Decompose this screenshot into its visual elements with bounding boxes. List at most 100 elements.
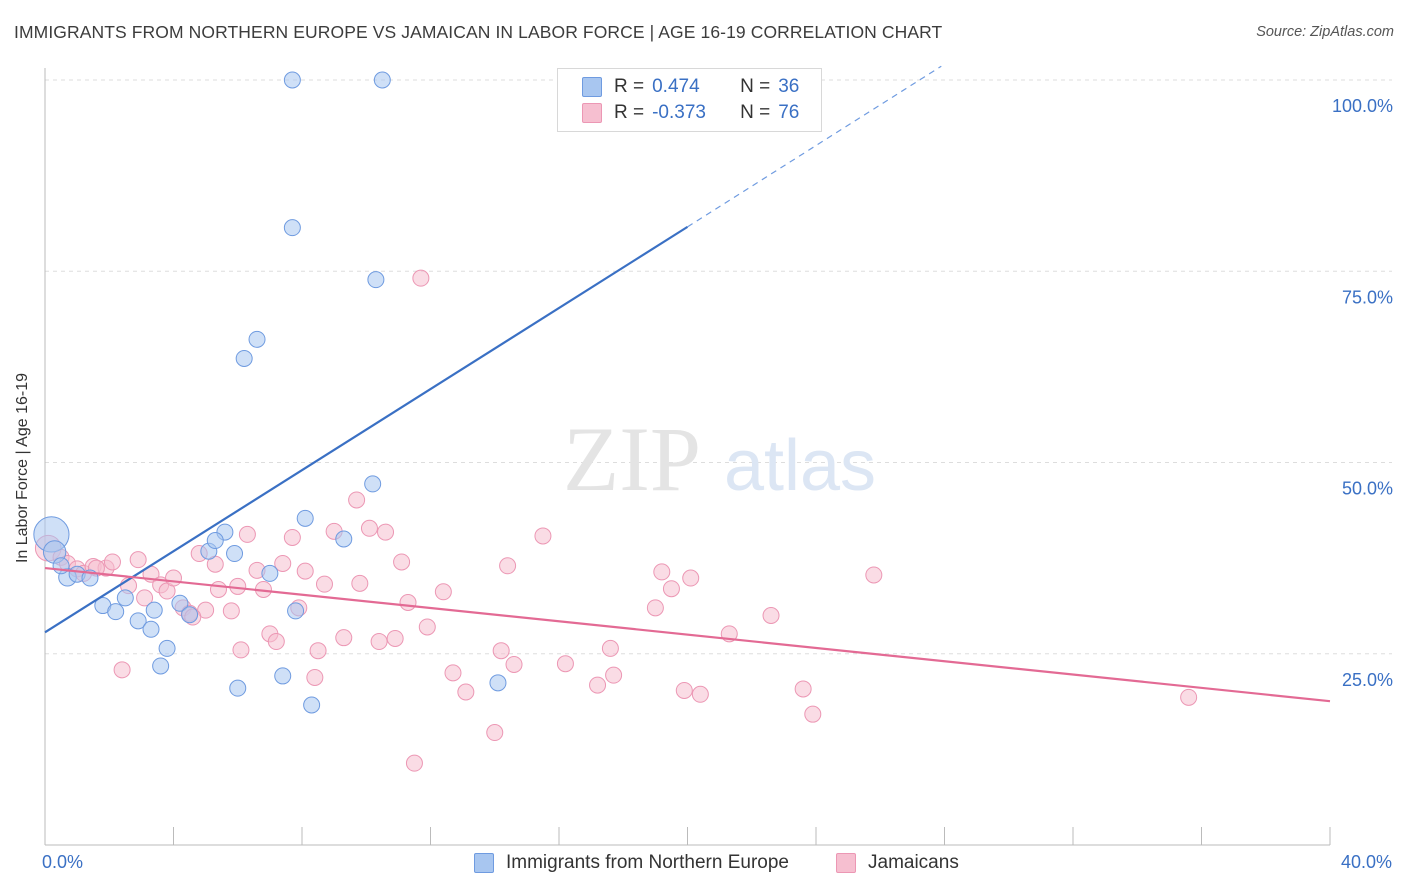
data-point[interactable] bbox=[232, 641, 250, 659]
data-point[interactable] bbox=[605, 666, 623, 684]
data-point[interactable] bbox=[283, 528, 301, 546]
data-point[interactable] bbox=[412, 269, 430, 287]
data-point[interactable] bbox=[238, 525, 256, 543]
data-point[interactable] bbox=[646, 599, 664, 617]
legend-n-label: N = bbox=[740, 102, 771, 123]
data-point[interactable] bbox=[794, 680, 812, 698]
data-point[interactable] bbox=[489, 674, 507, 692]
data-point[interactable] bbox=[351, 574, 369, 592]
data-point[interactable] bbox=[434, 583, 452, 601]
data-point[interactable] bbox=[165, 569, 182, 587]
data-point[interactable] bbox=[418, 618, 436, 636]
data-point[interactable] bbox=[499, 557, 517, 575]
legend-r-label: R = bbox=[614, 76, 645, 97]
data-point[interactable] bbox=[444, 664, 462, 682]
bottom-legend-swatch-pink bbox=[836, 853, 856, 873]
data-point[interactable] bbox=[492, 642, 510, 660]
data-point[interactable] bbox=[103, 553, 121, 571]
data-point[interactable] bbox=[457, 683, 475, 701]
bottom-legend-jamaicans[interactable]: Jamaicans bbox=[836, 852, 959, 874]
data-point[interactable] bbox=[296, 509, 314, 527]
data-point[interactable] bbox=[296, 562, 314, 580]
x-axis-min-label: 0.0% bbox=[42, 852, 84, 872]
data-point[interactable] bbox=[360, 519, 378, 537]
data-point[interactable] bbox=[306, 668, 324, 686]
data-point[interactable] bbox=[682, 569, 700, 587]
data-point[interactable] bbox=[315, 575, 333, 593]
data-point[interactable] bbox=[335, 530, 353, 548]
data-point[interactable] bbox=[505, 655, 523, 673]
data-point[interactable] bbox=[370, 633, 388, 651]
data-point[interactable] bbox=[229, 679, 247, 697]
data-point[interactable] bbox=[129, 551, 147, 569]
data-point[interactable] bbox=[653, 563, 671, 581]
data-point[interactable] bbox=[804, 705, 822, 723]
data-point[interactable] bbox=[274, 554, 292, 572]
data-point[interactable] bbox=[691, 685, 709, 703]
data-point[interactable] bbox=[377, 523, 395, 541]
data-point[interactable] bbox=[267, 633, 285, 651]
data-point[interactable] bbox=[373, 71, 391, 89]
y-tick-label: 100.0% bbox=[1332, 96, 1393, 116]
data-point[interactable] bbox=[283, 219, 301, 237]
data-point[interactable] bbox=[222, 602, 240, 620]
bottom-legend-label: Immigrants from Northern Europe bbox=[506, 852, 789, 873]
source-label: Source: ZipAtlas.com bbox=[1256, 24, 1394, 40]
data-point[interactable] bbox=[309, 642, 327, 660]
y-tick-label: 50.0% bbox=[1342, 479, 1393, 499]
data-point[interactable] bbox=[113, 661, 131, 679]
watermark-atlas: atlas bbox=[724, 426, 876, 506]
data-point[interactable] bbox=[589, 676, 607, 694]
legend-r-label: R = bbox=[614, 102, 645, 123]
data-point[interactable] bbox=[303, 696, 321, 714]
data-point[interactable] bbox=[287, 602, 305, 620]
data-point[interactable] bbox=[248, 330, 266, 348]
data-point[interactable] bbox=[235, 349, 253, 367]
data-point[interactable] bbox=[405, 754, 423, 772]
data-point[interactable] bbox=[261, 564, 279, 582]
legend-r-value: -0.373 bbox=[652, 102, 706, 123]
bottom-legend-northern-europe[interactable]: Immigrants from Northern Europe bbox=[474, 852, 789, 874]
data-point[interactable] bbox=[399, 593, 417, 611]
data-point[interactable] bbox=[136, 589, 154, 607]
data-point[interactable] bbox=[486, 724, 504, 742]
legend-row-northern-europe: R = 0.474 N = 36 bbox=[582, 75, 799, 99]
data-point[interactable] bbox=[348, 491, 366, 509]
data-point[interactable] bbox=[107, 603, 125, 621]
data-point[interactable] bbox=[662, 580, 680, 598]
data-point[interactable] bbox=[393, 553, 411, 571]
data-point[interactable] bbox=[386, 629, 404, 647]
data-point[interactable] bbox=[226, 545, 244, 563]
data-point[interactable] bbox=[209, 580, 227, 598]
data-point[interactable] bbox=[762, 607, 780, 624]
data-point[interactable] bbox=[556, 655, 574, 673]
data-point[interactable] bbox=[367, 271, 385, 289]
legend-n-label: N = bbox=[740, 76, 771, 97]
data-point[interactable] bbox=[145, 601, 163, 619]
data-point[interactable] bbox=[274, 667, 292, 685]
stats-legend: R = 0.474 N = 36 R = -0.373 N = 76 bbox=[557, 68, 822, 132]
data-point[interactable] bbox=[283, 71, 301, 89]
data-point[interactable] bbox=[1180, 688, 1198, 706]
data-point[interactable] bbox=[601, 639, 619, 657]
data-point[interactable] bbox=[335, 629, 353, 647]
data-point[interactable] bbox=[181, 606, 199, 624]
data-point[interactable] bbox=[865, 566, 883, 584]
data-point[interactable] bbox=[158, 639, 176, 657]
data-point[interactable] bbox=[142, 620, 160, 638]
data-point[interactable] bbox=[675, 681, 693, 699]
axes bbox=[44, 68, 1331, 846]
data-point[interactable] bbox=[171, 594, 189, 612]
data-point[interactable] bbox=[129, 612, 147, 630]
data-point[interactable] bbox=[534, 527, 552, 545]
data-point[interactable] bbox=[116, 589, 134, 607]
data-point[interactable] bbox=[152, 657, 170, 675]
legend-n-value: 36 bbox=[778, 76, 800, 97]
y-axis-label: In Labor Force | Age 16-19 bbox=[14, 372, 31, 564]
legend-swatch-blue bbox=[582, 77, 602, 97]
trend-line-northern-europe bbox=[44, 225, 689, 634]
data-point[interactable] bbox=[364, 475, 382, 493]
data-point[interactable] bbox=[206, 532, 224, 550]
legend-n-value: 76 bbox=[778, 102, 800, 123]
